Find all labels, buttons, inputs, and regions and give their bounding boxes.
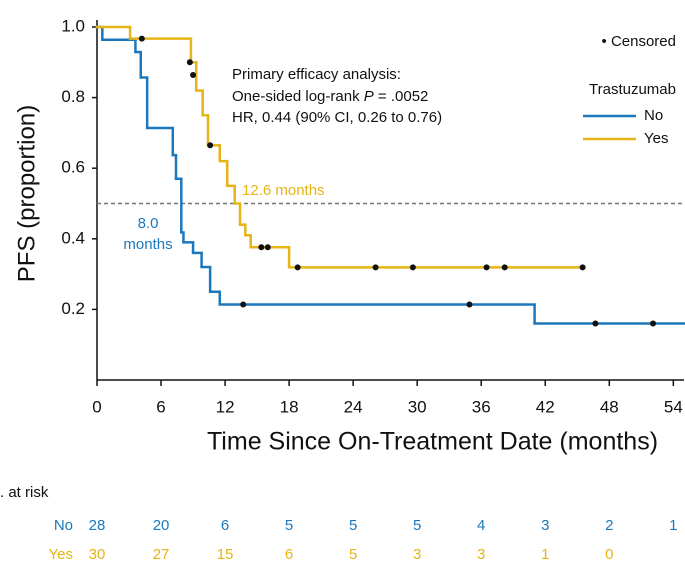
- at-risk-count: 6: [285, 546, 293, 563]
- at-risk-title: . at risk: [0, 484, 49, 501]
- y-tick-label: 0.8: [61, 87, 85, 106]
- at-risk-count: 6: [221, 517, 229, 534]
- annotation-part: P: [364, 88, 374, 105]
- censor-mark: [186, 59, 193, 66]
- median-label: 12.6 months: [242, 182, 325, 199]
- at-risk-count: 27: [153, 546, 170, 563]
- y-tick-label: 0.6: [61, 158, 85, 177]
- x-tick-label: 54: [664, 397, 683, 416]
- x-axis-label: Time Since On-Treatment Date (months): [207, 428, 658, 456]
- at-risk-row-name: No: [54, 517, 73, 534]
- legend-label: Yes: [644, 130, 668, 147]
- y-tick-label: 1.0: [61, 16, 85, 35]
- at-risk-count: 5: [349, 517, 357, 534]
- at-risk-count: 2: [605, 517, 613, 534]
- x-tick-label: 30: [408, 397, 427, 416]
- censor-mark: [466, 301, 473, 308]
- censor-mark: [372, 264, 379, 271]
- censor-mark: [240, 301, 247, 308]
- at-risk-count: 5: [349, 546, 357, 563]
- x-tick-label: 18: [280, 397, 299, 416]
- at-risk-count: 3: [541, 517, 549, 534]
- at-risk-row-name: Yes: [49, 546, 73, 563]
- at-risk-count: 1: [541, 546, 549, 563]
- censor-mark: [650, 320, 657, 327]
- legend-title: Trastuzumab: [589, 81, 676, 98]
- median-label: months: [123, 236, 172, 253]
- censor-mark: [258, 244, 265, 251]
- annotation: One-sided log-rank P = .0052: [232, 88, 428, 105]
- censor-mark: [190, 72, 197, 79]
- censor-legend: • Censored: [602, 33, 676, 50]
- censor-mark: [501, 264, 508, 271]
- x-tick-label: 24: [344, 397, 363, 416]
- at-risk-count: 1: [669, 517, 677, 534]
- x-tick-label: 48: [600, 397, 619, 416]
- x-tick-label: 42: [536, 397, 555, 416]
- x-tick-label: 6: [156, 397, 165, 416]
- x-tick-label: 36: [472, 397, 491, 416]
- y-tick-label: 0.2: [61, 299, 85, 318]
- annotation: HR, 0.44 (90% CI, 0.26 to 0.76): [232, 109, 442, 126]
- y-tick-label: 0.4: [61, 228, 85, 247]
- annotation-part: = .0052: [374, 88, 429, 105]
- censor-mark: [409, 264, 416, 271]
- km-curve: [95, 25, 685, 325]
- at-risk-count: 5: [285, 517, 293, 534]
- y-axis-label: PFS (proportion): [13, 105, 40, 282]
- at-risk-count: 5: [413, 517, 421, 534]
- censor-mark: [294, 264, 301, 271]
- x-tick-label: 12: [216, 397, 235, 416]
- censor-mark: [483, 264, 490, 271]
- censor-mark: [592, 320, 599, 327]
- legend-label: No: [644, 107, 663, 124]
- at-risk-count: 4: [477, 517, 485, 534]
- annotation-part: One-sided log-rank: [232, 88, 364, 105]
- at-risk-count: 3: [477, 546, 485, 563]
- at-risk-count: 15: [217, 546, 234, 563]
- censor-mark: [138, 35, 145, 42]
- at-risk-count: 3: [413, 546, 421, 563]
- at-risk-count: 28: [89, 517, 106, 534]
- censor-mark: [264, 244, 271, 251]
- annotation: Primary efficacy analysis:: [232, 66, 401, 83]
- at-risk-count: 20: [153, 517, 170, 534]
- km-curve: [95, 25, 584, 269]
- at-risk-count: 30: [89, 546, 106, 563]
- median-label: 8.0: [138, 215, 159, 232]
- censor-mark: [207, 142, 214, 149]
- censor-mark: [579, 264, 586, 271]
- x-tick-label: 0: [92, 397, 101, 416]
- at-risk-count: 0: [605, 546, 613, 563]
